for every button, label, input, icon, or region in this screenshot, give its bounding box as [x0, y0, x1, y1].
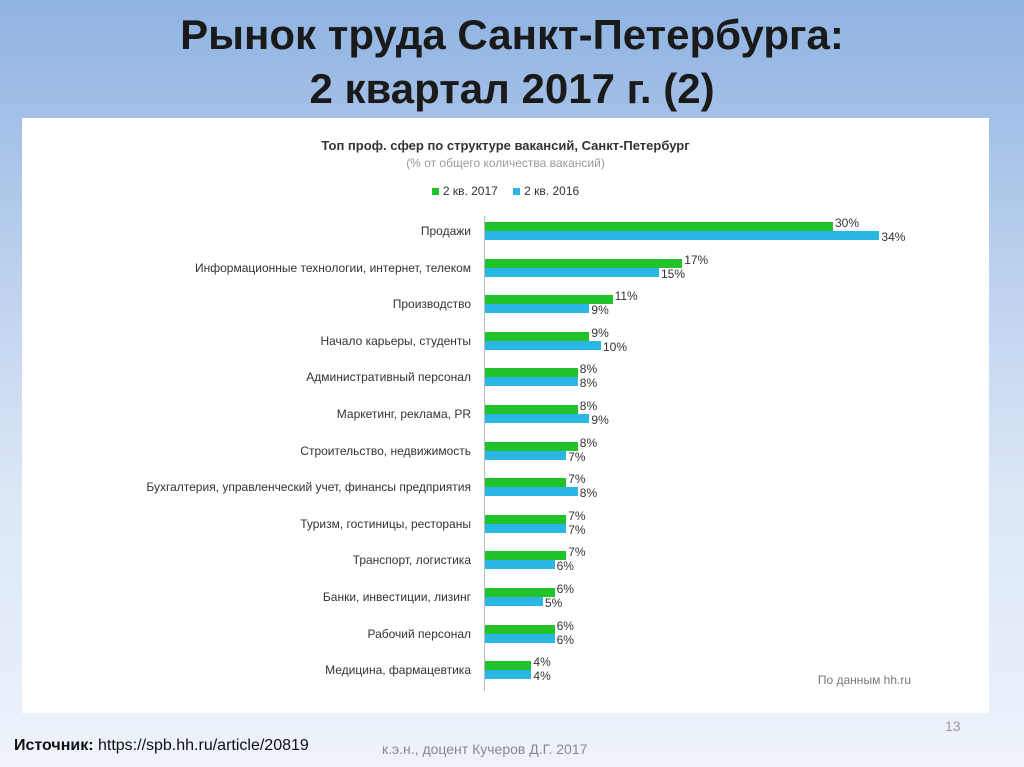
value-label-2017: 9%: [591, 325, 609, 340]
chart-subtitle: (% от общего количества вакансий): [406, 156, 605, 170]
category-label: Туризм, гостиницы, рестораны: [300, 516, 471, 531]
bar-2017: [485, 514, 567, 524]
slide-title: Рынок труда Санкт-Петербурга: 2 квартал …: [0, 8, 1024, 116]
source-link[interactable]: https://spb.hh.ru/article/20819: [97, 737, 309, 754]
slide-title-line-2: 2 квартал 2017 г. (2): [309, 65, 715, 112]
bar-2016: [485, 633, 555, 643]
source-label: Источник:: [14, 737, 94, 754]
value-label-2016: 4%: [533, 669, 551, 684]
bar-2016: [485, 560, 555, 570]
bar-2016: [485, 304, 590, 314]
value-label-2017: 11%: [614, 289, 638, 304]
category-label: Строительство, недвижимость: [300, 443, 471, 458]
bar-2016: [485, 231, 880, 240]
bar-2016: [485, 414, 590, 423]
legend-item-2017: 2 кв. 2017: [431, 184, 498, 198]
value-label-2017: 6%: [556, 582, 574, 596]
bar-2017: [485, 661, 532, 671]
category-label: Продажи: [420, 224, 471, 238]
category-label: Рабочий персонал: [367, 626, 471, 641]
value-label-2017: 8%: [579, 435, 598, 450]
value-label-2017: 8%: [579, 399, 598, 413]
value-label-2016: 9%: [591, 413, 609, 427]
category-axis-line: [484, 216, 485, 691]
chart-panel: Топ проф. сфер по структуре вакансий, Са…: [22, 118, 989, 713]
bar-2017: [485, 368, 578, 378]
bar-2017: [485, 295, 613, 305]
category-label: Транспорт, логистика: [352, 553, 471, 568]
value-label-2017: 7%: [568, 508, 586, 523]
chart-source-note: По данным hh.ru: [817, 673, 911, 687]
slide-title-line-1: Рынок труда Санкт-Петербурга:: [180, 11, 844, 58]
value-label-2017: 4%: [533, 655, 551, 670]
bar-2017: [485, 405, 578, 414]
value-label-2016: 8%: [579, 486, 598, 501]
bar-2016: [485, 340, 601, 350]
bar-2017: [485, 624, 555, 634]
value-label-2016: 34%: [881, 230, 906, 244]
bar-2016: [485, 267, 659, 277]
value-label-2016: 7%: [568, 449, 586, 464]
bar-2016: [485, 523, 567, 533]
legend-swatch-2017: [431, 188, 439, 196]
source-line: Источник: https://spb.hh.ru/article/2081…: [14, 737, 309, 755]
chart-title: Топ проф. сфер по структуре вакансий, Са…: [321, 138, 690, 153]
value-label-2016: 9%: [591, 303, 609, 318]
category-label: Бухгалтерия, управленческий учет, финанс…: [146, 480, 471, 495]
chart-legend: 2 кв. 2017 2 кв. 2016: [22, 184, 989, 198]
value-label-2016: 6%: [556, 559, 574, 574]
category-label: Производство: [392, 297, 471, 312]
bar-2016: [485, 670, 532, 680]
value-label-2016: 6%: [556, 632, 574, 647]
category-label: Административный персонал: [306, 370, 471, 385]
page-number: 13: [945, 718, 961, 734]
value-label-2016: 15%: [661, 266, 686, 281]
value-label-2017: 6%: [556, 618, 574, 633]
value-label-2016: 10%: [603, 339, 628, 354]
author-credit: к.э.н., доцент Кучеров Д.Г. 2017: [382, 741, 588, 757]
value-label-2017: 17%: [684, 252, 709, 267]
value-label-2016: 5%: [545, 596, 563, 610]
category-label: Медицина, фармацевтика: [325, 663, 471, 678]
bar-2016: [485, 487, 578, 497]
bar-2017: [485, 331, 590, 341]
bar-2016: [485, 597, 543, 606]
bar-2017: [485, 478, 567, 488]
bar-2017: [485, 588, 555, 597]
value-label-2017: 30%: [835, 216, 860, 230]
bar-2017: [485, 258, 683, 268]
bar-2017: [485, 222, 833, 231]
category-label: Информационные технологии, интернет, тел…: [195, 260, 471, 275]
value-label-2017: 7%: [568, 472, 586, 487]
bar-2016: [485, 450, 567, 460]
category-label: Банки, инвестиции, лизинг: [322, 590, 471, 604]
value-label-2017: 8%: [579, 362, 598, 377]
legend-swatch-2016: [513, 188, 521, 196]
legend-item-2016: 2 кв. 2016: [513, 184, 579, 198]
bar-2017: [485, 441, 578, 451]
bar-2017: [485, 551, 567, 561]
value-label-2016: 8%: [579, 376, 598, 391]
bar-2016: [485, 377, 578, 387]
legend-label-2016: 2 кв. 2016: [524, 184, 580, 198]
category-label: Маркетинг, реклама, PR: [336, 407, 471, 421]
value-label-2017: 7%: [568, 545, 586, 560]
value-label-2016: 7%: [568, 522, 586, 537]
legend-label-2017: 2 кв. 2017: [442, 184, 498, 198]
category-label: Начало карьеры, студенты: [320, 333, 471, 348]
